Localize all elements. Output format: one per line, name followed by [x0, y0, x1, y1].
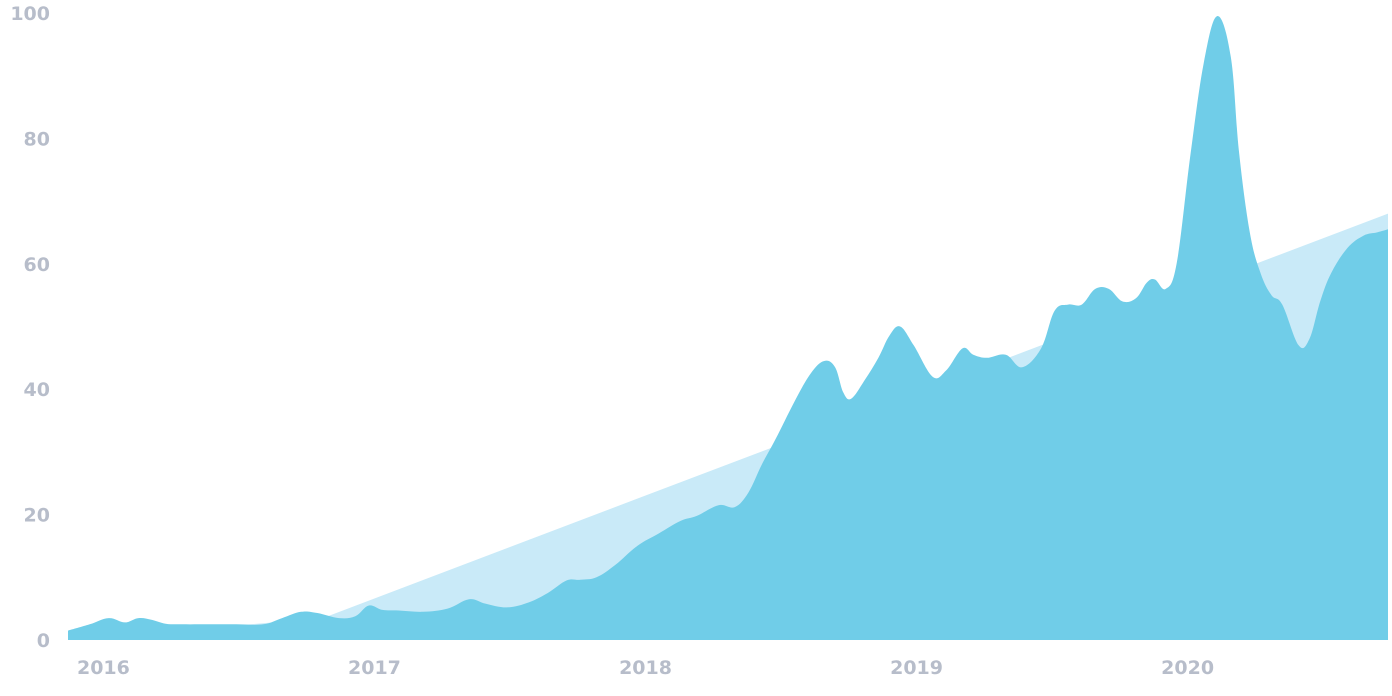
- y-tick-label: 100: [10, 3, 50, 25]
- x-tick-label: 2020: [1161, 657, 1214, 679]
- y-tick-label: 80: [24, 128, 50, 150]
- x-tick-label: 2019: [890, 657, 943, 679]
- chart-areas: [68, 16, 1388, 641]
- x-axis: 2016 2017 2018 2019 2020: [77, 657, 1214, 679]
- y-tick-label: 20: [24, 505, 50, 527]
- x-tick-label: 2018: [619, 657, 672, 679]
- actual-area: [68, 16, 1388, 641]
- x-tick-label: 2017: [348, 657, 401, 679]
- x-tick-label: 2016: [77, 657, 130, 679]
- y-tick-label: 0: [37, 630, 50, 652]
- y-tick-label: 40: [24, 379, 50, 401]
- y-tick-label: 60: [24, 254, 50, 276]
- y-axis: 0 20 40 60 80 100: [10, 3, 50, 652]
